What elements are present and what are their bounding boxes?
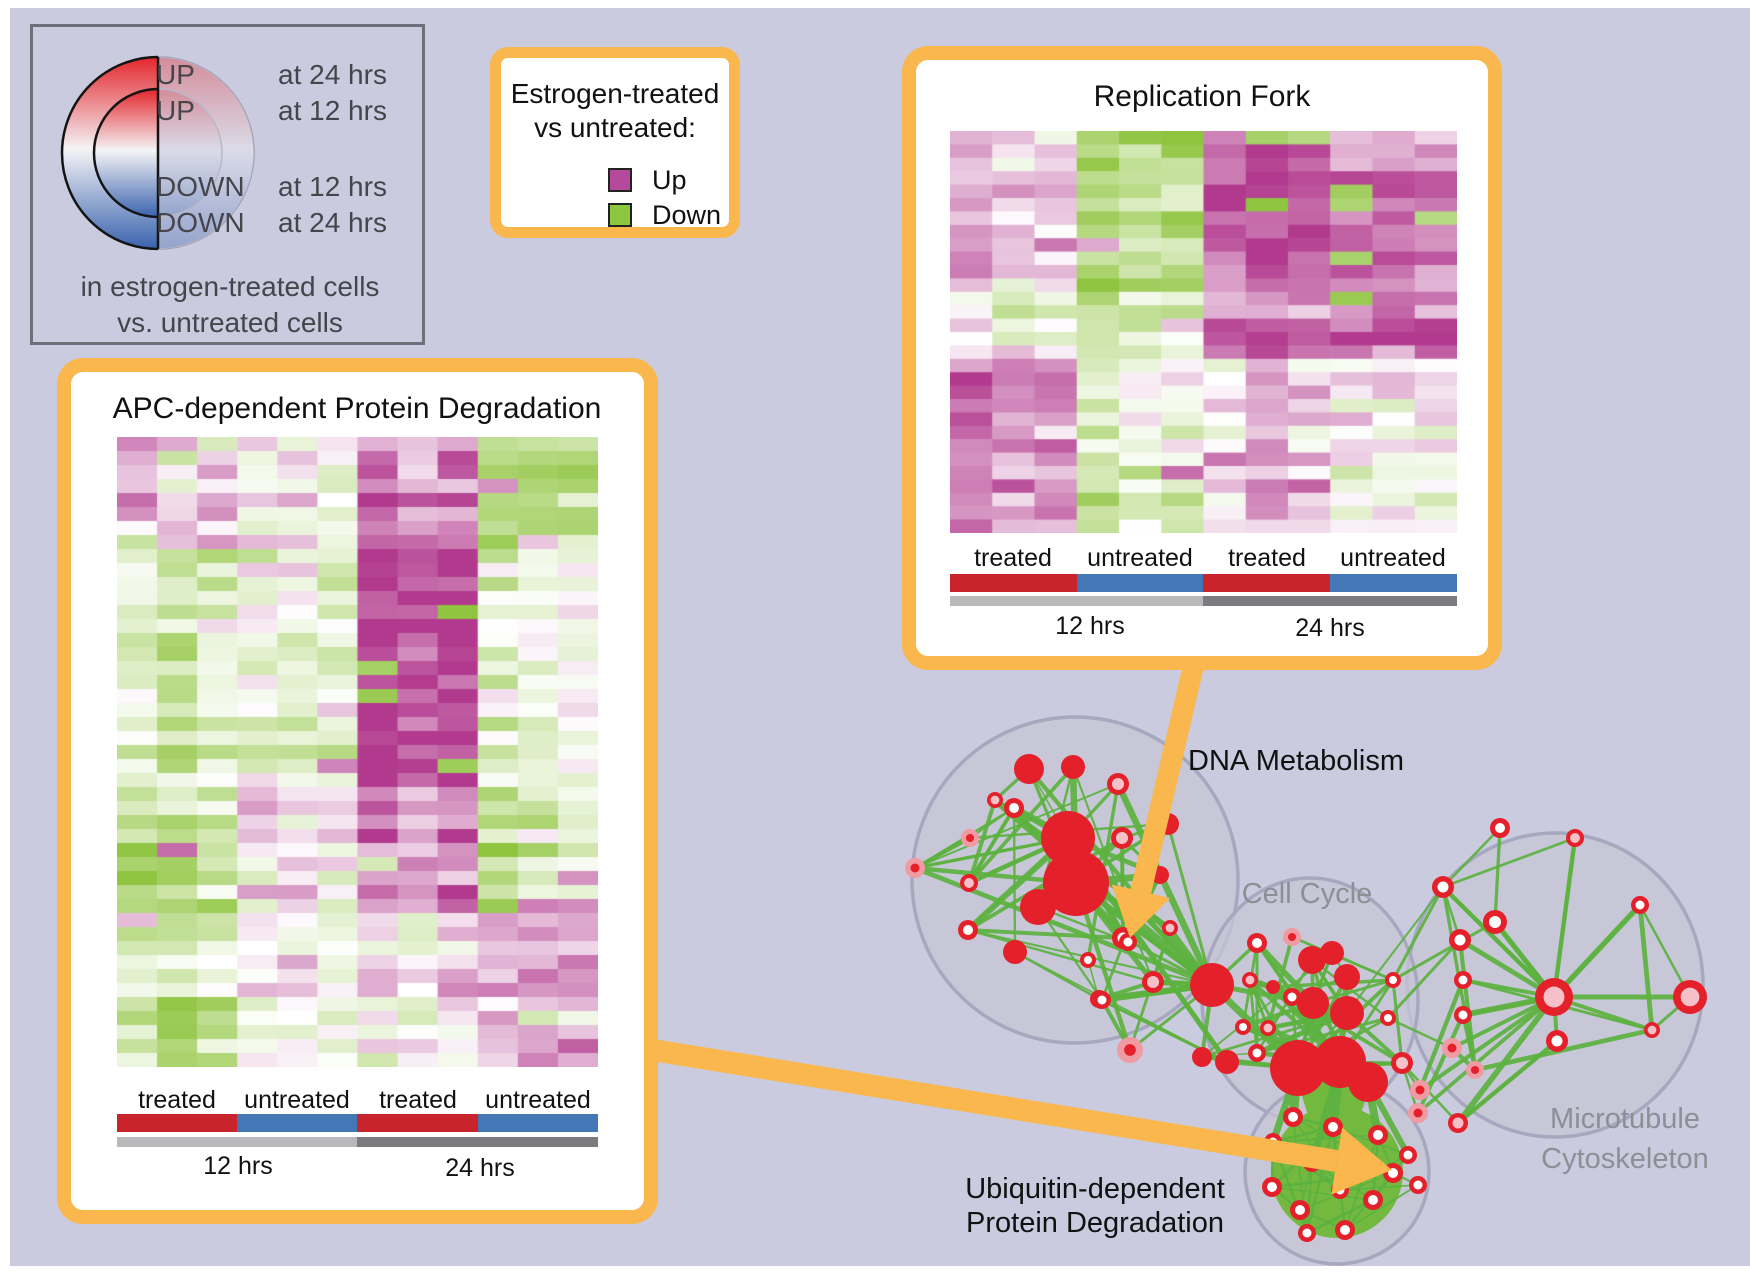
rf-12hrs-bar (950, 596, 1203, 606)
apc-12hrs-bar (117, 1137, 357, 1147)
rf-untreated-bar (1077, 574, 1203, 592)
color-legend-title-line2: vs untreated: (534, 112, 696, 143)
gradient-legend-box: UP at 24 hrs UP at 12 hrs DOWN at 12 hrs… (30, 24, 425, 345)
apc-group-label: treated (379, 1086, 457, 1114)
cluster-label-microtubule: Microtubule (1550, 1103, 1700, 1135)
rf-group-label: treated (974, 544, 1052, 572)
rf-group-label: untreated (1087, 544, 1193, 572)
down-label: Down (652, 200, 722, 230)
up-color-swatch-icon (608, 168, 632, 192)
apc-12hrs-label: 12 hrs (203, 1152, 273, 1180)
legend-row-time: at 24 hrs (278, 207, 387, 238)
apc-heatmap (117, 437, 598, 1067)
rf-treated-bar (950, 574, 1077, 592)
legend-row-direction: DOWN (156, 171, 245, 202)
apc-group-label: untreated (244, 1086, 350, 1114)
cluster-label-ubiquitin-line1: Ubiquitin-dependent (965, 1173, 1225, 1205)
rf-untreated-bar (1330, 574, 1457, 592)
cluster-label-dna-metabolism: DNA Metabolism (1188, 745, 1404, 777)
rf-group-label: untreated (1340, 544, 1446, 572)
color-legend-box (490, 47, 740, 238)
legend-caption-line2: vs. untreated cells (117, 307, 343, 338)
rf-treated-bar (1203, 574, 1330, 592)
legend-row-time: at 12 hrs (278, 95, 387, 126)
apc-panel-title: APC-dependent Protein Degradation (112, 392, 602, 425)
replication-fork-title: Replication Fork (1093, 80, 1311, 113)
cluster-label-cytoskeleton: Cytoskeleton (1541, 1143, 1709, 1175)
legend-row-time: at 12 hrs (278, 171, 387, 202)
apc-untreated-bar (478, 1114, 598, 1132)
legend-row-time: at 24 hrs (278, 59, 387, 90)
apc-untreated-bar (237, 1114, 357, 1132)
rf-group-label: treated (1228, 544, 1306, 572)
apc-group-label: treated (138, 1086, 216, 1114)
apc-group-label: untreated (485, 1086, 591, 1114)
down-color-swatch-icon (608, 203, 632, 227)
apc-treated-bar (117, 1114, 237, 1132)
up-label: Up (652, 165, 687, 195)
color-legend-title-line1: Estrogen-treated (510, 78, 720, 109)
apc-24hrs-label: 24 hrs (445, 1154, 515, 1182)
cluster-label-ubiquitin-line2: Protein Degradation (966, 1207, 1224, 1239)
legend-row-direction: UP (156, 95, 195, 126)
up-down-gradient-donut-icon (60, 55, 255, 251)
replication-fork-heatmap (950, 131, 1457, 533)
apc-24hrs-bar (357, 1137, 598, 1147)
legend-caption-line1: in estrogen-treated cells (80, 271, 380, 302)
legend-row-direction: UP (156, 59, 195, 90)
rf-24hrs-bar (1203, 596, 1457, 606)
apc-treated-bar (357, 1114, 478, 1132)
legend-row-direction: DOWN (156, 207, 245, 238)
rf-12hrs-label: 12 hrs (1055, 612, 1125, 640)
cluster-label-cell-cycle: Cell Cycle (1241, 878, 1373, 910)
rf-24hrs-label: 24 hrs (1295, 614, 1365, 642)
